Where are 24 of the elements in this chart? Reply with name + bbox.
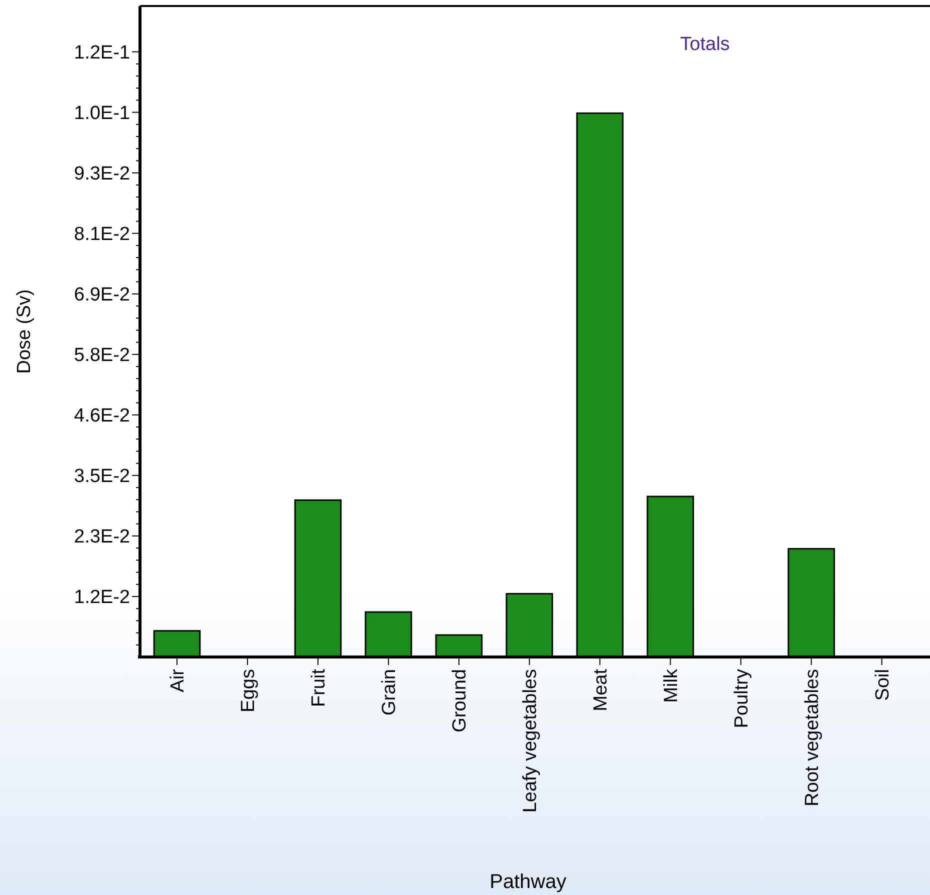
x-tick-label: Leafy vegetables: [520, 669, 542, 813]
y-tick-label: 2.3E-2: [74, 526, 130, 548]
x-tick-label: Soil: [872, 669, 894, 701]
x-tick-label: Poultry: [731, 668, 752, 728]
x-tick-label: Eggs: [238, 669, 260, 712]
x-tick-label: Grain: [379, 669, 400, 716]
y-tick-label: 4.6E-2: [74, 406, 130, 427]
y-tick-label: 1.0E-1: [74, 102, 130, 124]
x-tick-label: Meat: [590, 668, 612, 712]
y-tick-label: 5.8E-2: [74, 345, 130, 366]
x-tick-label: Fruit: [308, 668, 330, 707]
y-axis-title: Dose (Sv): [14, 289, 35, 374]
y-tick-label: 6.9E-2: [74, 284, 130, 306]
y-tick-label: 3.5E-2: [74, 466, 130, 488]
x-tick-label: Air: [168, 668, 189, 692]
x-tick-label: Milk: [661, 668, 682, 703]
y-tick-label: 1.2E-2: [74, 587, 130, 608]
x-tick-label: Root vegetables: [802, 669, 823, 806]
x-tick-label: Ground: [450, 669, 471, 732]
y-tick-label: 1.2E-1: [74, 42, 130, 64]
x-axis-title: Pathway: [490, 871, 566, 893]
y-tick-label: 9.3E-2: [74, 164, 130, 185]
y-tick-label: 8.1E-2: [74, 224, 130, 246]
text: Totals: [680, 34, 730, 55]
